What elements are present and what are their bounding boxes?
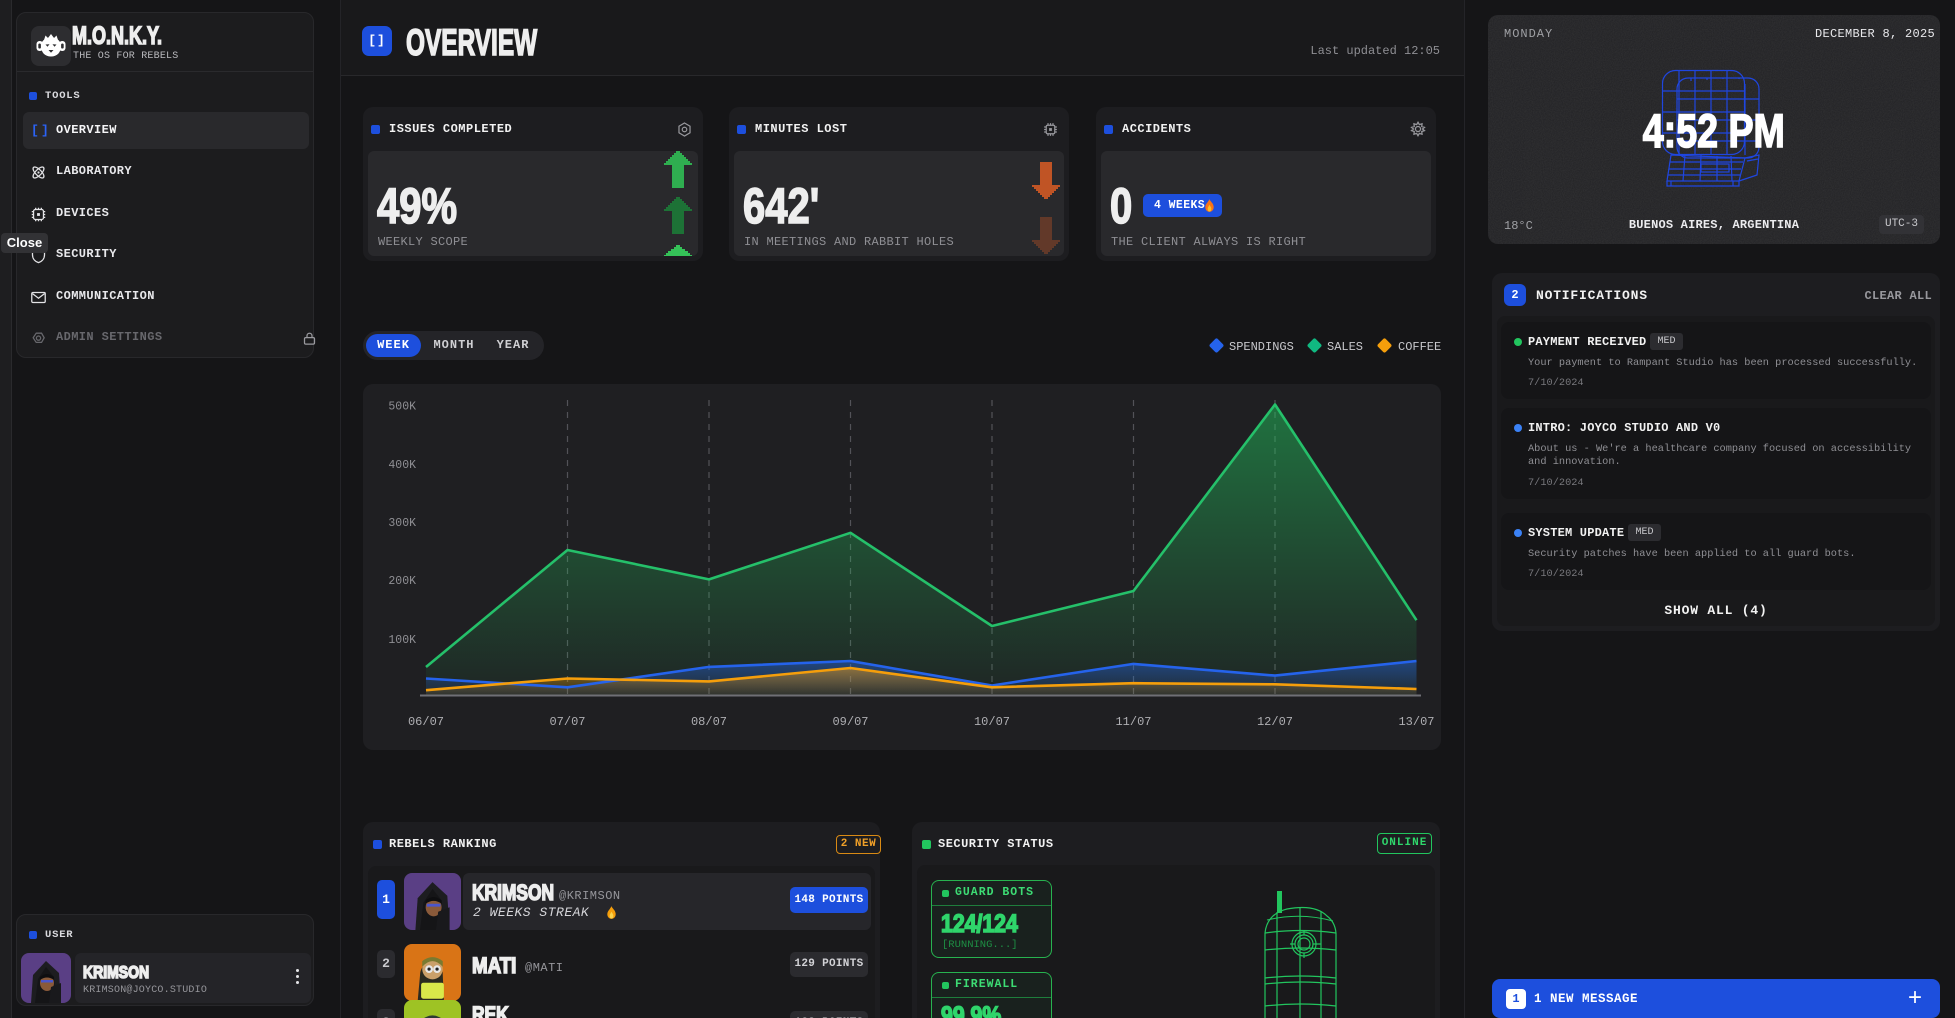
svg-text:100K: 100K (388, 634, 416, 647)
svg-text:12/07: 12/07 (1257, 715, 1293, 729)
svg-text:500K: 500K (388, 401, 416, 414)
svg-text:06/07: 06/07 (408, 715, 444, 729)
svg-text:200K: 200K (388, 575, 416, 588)
svg-text:07/07: 07/07 (549, 715, 585, 729)
svg-text:08/07: 08/07 (691, 715, 727, 729)
svg-text:400K: 400K (388, 459, 416, 472)
svg-text:11/07: 11/07 (1115, 715, 1151, 729)
svg-text:300K: 300K (388, 517, 416, 530)
svg-text:09/07: 09/07 (832, 715, 868, 729)
svg-text:13/07: 13/07 (1398, 715, 1434, 729)
svg-text:10/07: 10/07 (974, 715, 1010, 729)
